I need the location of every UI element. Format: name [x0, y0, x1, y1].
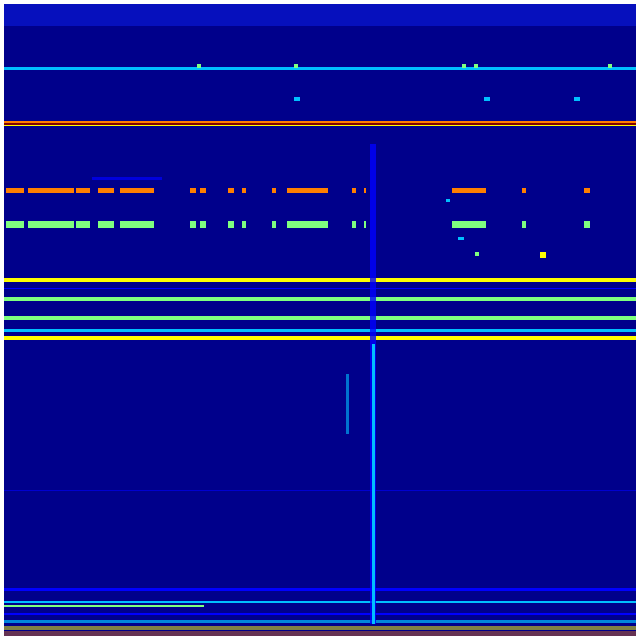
heatmap-cell	[364, 221, 366, 228]
heatmap-cell	[4, 631, 636, 636]
heatmap-cell	[120, 188, 154, 193]
heatmap-cell	[4, 336, 636, 340]
heatmap-cell	[372, 344, 375, 624]
heatmap-cell	[4, 67, 636, 70]
heatmap-cell	[4, 613, 636, 615]
heatmap-cell	[346, 374, 349, 434]
heatmap-cell	[4, 297, 636, 301]
heatmap-cell	[474, 64, 478, 68]
heatmap-cell	[475, 252, 479, 256]
heatmap-cell	[522, 188, 526, 193]
heatmap-cell	[452, 188, 486, 193]
heatmap-cell	[120, 221, 154, 228]
heatmap-cell	[4, 490, 636, 491]
heatmap-cell	[4, 4, 636, 26]
heatmap-cell	[352, 221, 356, 228]
heatmap-cell	[364, 188, 366, 193]
heatmap-cell	[4, 288, 636, 289]
heatmap-cell	[190, 188, 196, 193]
heatmap-cell	[4, 601, 636, 603]
heatmap-cell	[462, 64, 466, 68]
heatmap-cell	[287, 188, 328, 193]
heatmap-cell	[200, 188, 206, 193]
heatmap-cell	[4, 626, 636, 630]
heatmap-cells	[4, 4, 636, 636]
heatmap-cell	[4, 123, 636, 125]
heatmap-plot	[4, 4, 636, 636]
heatmap-cell	[458, 237, 464, 240]
heatmap-cell	[6, 188, 24, 193]
heatmap-cell	[584, 221, 590, 228]
heatmap-cell	[4, 316, 636, 320]
heatmap-cell	[197, 64, 201, 68]
heatmap-cell	[76, 188, 90, 193]
heatmap-cell	[4, 278, 636, 282]
heatmap-cell	[352, 188, 356, 193]
heatmap-cell	[6, 221, 24, 228]
heatmap-cell	[294, 97, 300, 101]
heatmap-cell	[287, 221, 328, 228]
heatmap-cell	[200, 221, 206, 228]
heatmap-cell	[76, 221, 90, 228]
heatmap-cell	[228, 188, 234, 193]
heatmap-cell	[484, 97, 490, 101]
heatmap-cell	[294, 64, 298, 68]
heatmap-cell	[4, 588, 636, 591]
heatmap-cell	[4, 605, 204, 607]
heatmap-cell	[242, 221, 246, 228]
heatmap-cell	[608, 64, 612, 68]
heatmap-cell	[92, 177, 162, 180]
heatmap-cell	[4, 620, 636, 623]
heatmap-cell	[522, 221, 526, 228]
heatmap-cell	[242, 188, 246, 193]
heatmap-cell	[190, 221, 196, 228]
heatmap-cell	[28, 188, 74, 193]
heatmap-cell	[98, 188, 114, 193]
heatmap-cell	[228, 221, 234, 228]
heatmap-cell	[574, 97, 580, 101]
heatmap-cell	[28, 221, 74, 228]
heatmap-cell	[272, 221, 276, 228]
heatmap-cell	[584, 188, 590, 193]
heatmap-cell	[540, 252, 546, 258]
heatmap-cell	[4, 329, 636, 332]
heatmap-cell	[452, 221, 486, 228]
heatmap-cell	[4, 125, 636, 126]
heatmap-cell	[446, 199, 450, 202]
heatmap-cell	[98, 221, 114, 228]
heatmap-cell	[272, 188, 276, 193]
heatmap-cell	[4, 121, 636, 123]
